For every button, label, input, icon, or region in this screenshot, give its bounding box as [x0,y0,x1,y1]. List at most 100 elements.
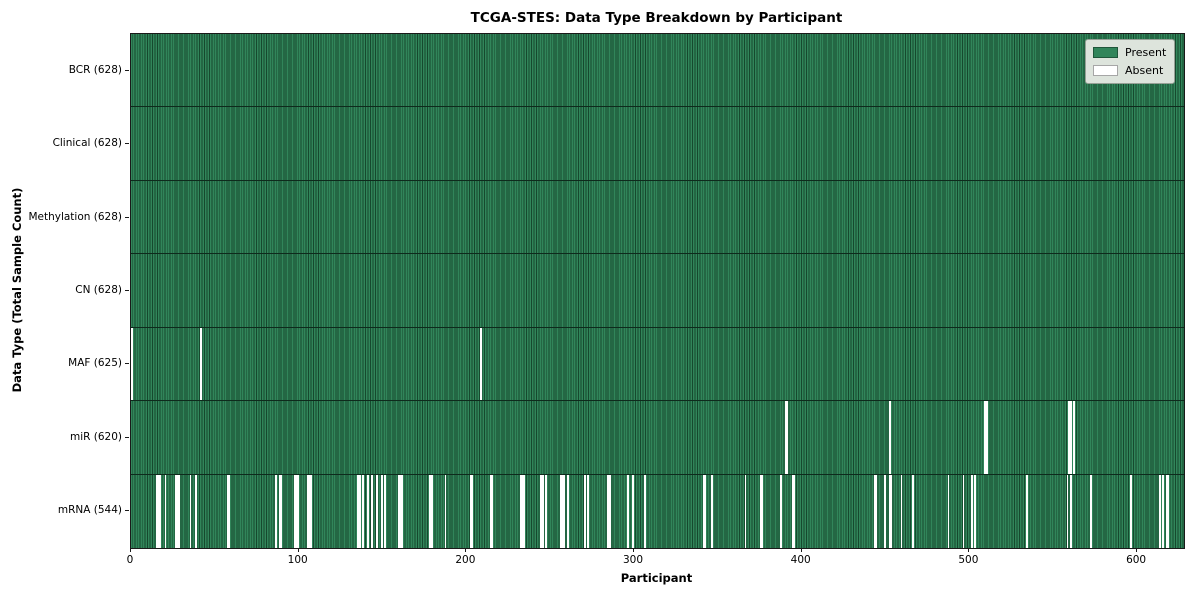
absent-mark [1162,474,1164,548]
y-tick-mark [125,216,129,218]
absent-mark [444,474,447,548]
y-tick-label-MAF: MAF (625) [68,357,122,370]
absent-mark [912,474,915,548]
x-tick-label-600: 600 [1126,554,1147,566]
absent-mark [704,474,707,548]
x-tick-mark [130,548,131,552]
row-Clinical [131,107,1184,181]
absent-mark [566,474,569,548]
y-tick-mark [125,363,129,365]
row-BCR [131,34,1184,108]
absent-mark [583,474,586,548]
absent-mark [900,474,903,548]
x-tick-mark [1136,548,1138,552]
y-tick-label-Methylation: Methylation (628) [28,210,122,223]
absent-mark [400,474,403,548]
absent-mark [479,327,482,401]
x-tick-mark [800,548,802,552]
absent-mark [520,474,522,548]
x-tick-mark [968,548,970,552]
absent-mark [157,474,160,548]
legend-label-absent: Absent [1125,64,1164,77]
absent-mark [362,474,365,548]
legend-label-present: Present [1125,46,1167,59]
absent-mark [226,474,229,548]
absent-mark [784,401,787,474]
absent-mark [1158,474,1161,548]
row-CN [131,254,1184,328]
absent-mark [875,474,878,548]
absent-mark [189,474,192,548]
absent-mark [986,401,988,474]
absent-mark [1073,401,1076,474]
absent-mark [367,474,370,548]
absent-mark [627,474,630,548]
absent-mark [469,474,472,548]
legend-entry-present: Present [1093,46,1166,59]
absent-mark [883,474,886,548]
absent-mark [228,474,231,548]
absent-mark [307,474,309,548]
y-tick-label-CN: CN (628) [75,284,122,296]
x-tick-mark [297,548,299,552]
absent-mark [1026,474,1029,548]
absent-mark [607,474,609,548]
absent-mark [1130,474,1133,548]
absent-mark [1090,474,1092,548]
absent-mark [561,474,564,548]
absent-mark [702,474,705,548]
chart-title: TCGA-STES: Data Type Breakdown by Partic… [470,10,843,26]
absent-mark [278,474,281,548]
absent-mark [156,474,158,548]
x-tick-label-200: 200 [455,554,476,566]
absent-mark [308,474,311,548]
absent-mark [1069,474,1072,548]
absent-mark [984,401,987,474]
absent-mark [199,327,202,401]
y-tick-mark [125,510,129,512]
absent-mark [587,474,589,548]
absent-mark [380,474,383,548]
absent-mark [711,474,713,548]
y-tick-label-mRNA: mRNA (544) [57,504,122,517]
absent-mark [296,474,299,548]
absent-mark [962,474,965,548]
absent-mark [491,474,494,548]
absent-mark [563,474,566,548]
absent-mark [295,474,298,548]
legend-entry-absent: Absent [1093,64,1166,77]
absent-mark [357,474,360,548]
legend: Present Absent [1085,39,1175,84]
absent-mark [608,474,611,548]
x-tick-label-100: 100 [287,554,308,566]
absent-mark [1165,474,1168,548]
absent-mark [779,474,782,548]
absent-mark [540,474,542,548]
absent-mark [545,474,547,548]
absent-mark [873,474,876,548]
row-MAF [131,327,1184,402]
absent-mark [164,474,167,548]
absent-mark [744,474,747,548]
x-tick-label-500: 500 [958,554,979,566]
absent-mark [384,474,386,548]
row-Methylation [131,180,1184,255]
x-tick-mark [633,548,634,552]
absent-mark [397,474,400,548]
absent-mark [1069,401,1072,474]
absent-mark [471,474,474,548]
absent-mark [888,474,891,548]
absent-mark [541,474,544,548]
absent-mark [791,474,794,548]
absent-mark [359,474,361,548]
absent-mark [1068,401,1071,474]
y-tick-mark [125,290,129,291]
absent-mark [1066,474,1069,548]
y-tick-label-BCR: BCR (628) [68,63,122,76]
y-tick-label-Clinical: Clinical (628) [52,137,122,150]
absent-mark [399,474,402,548]
legend-swatch-absent-icon [1093,65,1118,76]
absent-mark [176,474,179,548]
absent-mark [793,474,796,548]
